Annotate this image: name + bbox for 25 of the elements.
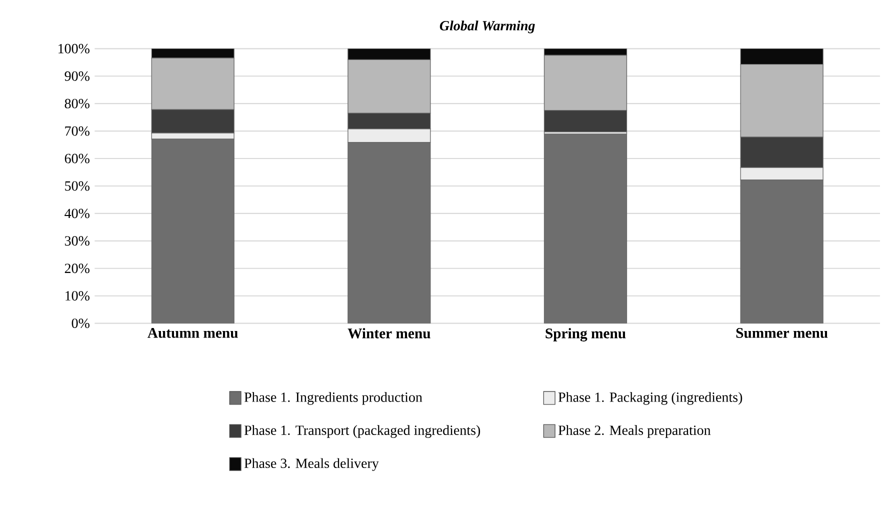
y-tick-label: 40% [64, 208, 90, 218]
legend-label: Phase 2. Meals preparation [558, 425, 711, 438]
x-tick-label: Summer menu [736, 328, 828, 338]
x-tick-label: Winter menu [348, 328, 430, 338]
x-tick-label: Spring menu [546, 328, 626, 342]
bar [348, 48, 431, 60]
bar [740, 48, 824, 65]
y-tick-label: 20% [64, 264, 90, 274]
y-tick-label: 50% [65, 181, 90, 191]
y-tick-label: 60% [64, 154, 90, 164]
y-tick-label: 90% [64, 71, 90, 81]
y-tick-label: 80% [64, 98, 90, 108]
bar [544, 48, 628, 56]
y-tick-label: 70% [65, 126, 90, 136]
x-tick-label: Autumn menu [148, 328, 238, 338]
y-tick-label: 0% [72, 318, 90, 328]
legend-label: Phase 1. Ingredients production [244, 392, 422, 405]
bar [151, 48, 234, 58]
legend-label: Phase 1. Packaging (ingredients) [558, 392, 742, 405]
legend-label: Phase 3. Meals delivery [244, 458, 379, 471]
y-tick-label: 10% [66, 291, 90, 301]
legend-label: Phase 1. Transport (packaged ingredients) [244, 425, 480, 438]
y-tick-label: 100% [58, 44, 90, 54]
y-tick-label: 30% [64, 236, 90, 246]
chart-title: Global Warming [440, 20, 535, 34]
